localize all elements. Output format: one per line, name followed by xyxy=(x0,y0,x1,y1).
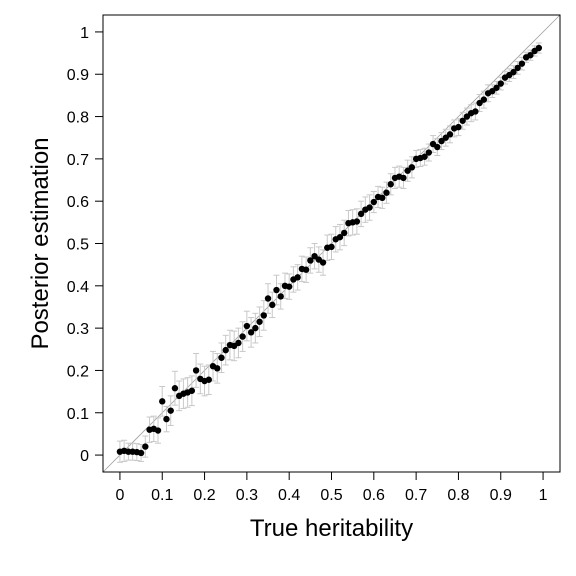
data-point xyxy=(260,312,267,319)
data-point xyxy=(400,174,407,182)
y-axis: 0 0.1 0.2 0.3 0.4 0.5 0.6 0.7 0.8 0.9 1 xyxy=(67,25,104,465)
data-point xyxy=(493,84,500,91)
y-tick-label: 0.1 xyxy=(67,406,89,423)
x-tick-label: 0.9 xyxy=(490,487,512,504)
data-point xyxy=(379,194,386,201)
data-point xyxy=(235,339,242,347)
data-point xyxy=(214,365,221,372)
data-point xyxy=(408,164,416,171)
x-tick-label: 0.1 xyxy=(151,487,173,504)
data-point-layer xyxy=(116,44,543,457)
data-point xyxy=(455,123,462,131)
data-point xyxy=(527,51,534,59)
data-point xyxy=(159,398,166,405)
x-tick-label: 0.2 xyxy=(193,487,215,504)
y-tick-label: 1 xyxy=(80,25,89,42)
data-point xyxy=(239,333,246,340)
data-point xyxy=(518,60,526,67)
x-tick-label: 0.5 xyxy=(320,487,342,504)
data-point xyxy=(459,117,466,124)
data-point xyxy=(421,153,428,160)
data-point xyxy=(273,286,280,294)
data-point xyxy=(446,131,454,138)
x-axis: 0 0.1 0.2 0.3 0.4 0.5 0.6 0.7 0.8 0.9 1 xyxy=(115,471,548,504)
data-point xyxy=(252,324,259,332)
data-point xyxy=(188,387,196,394)
data-point xyxy=(387,181,394,188)
data-point xyxy=(340,229,348,237)
y-tick-label: 0.4 xyxy=(67,279,89,296)
y-tick-label: 0.7 xyxy=(67,152,89,169)
data-point xyxy=(514,64,521,72)
y-tick-label: 0 xyxy=(80,448,89,465)
y-tick-label: 0.3 xyxy=(67,321,89,338)
data-point xyxy=(383,189,390,196)
data-point xyxy=(269,301,276,309)
data-point xyxy=(328,243,335,251)
x-tick-label: 0.6 xyxy=(363,487,385,504)
data-point xyxy=(472,108,479,115)
data-point xyxy=(434,143,441,151)
data-point xyxy=(264,295,272,302)
data-point xyxy=(192,367,200,374)
data-point xyxy=(154,427,162,434)
data-point xyxy=(285,283,293,290)
data-point xyxy=(243,322,251,330)
data-point xyxy=(171,385,179,392)
data-point xyxy=(336,233,344,241)
y-tick-label: 0.5 xyxy=(67,237,89,254)
x-tick-label: 0.4 xyxy=(278,487,300,504)
y-tick-label: 0.6 xyxy=(67,194,89,211)
data-point xyxy=(256,318,263,325)
data-point xyxy=(167,407,174,414)
data-point xyxy=(510,68,517,76)
y-tick-label: 0.8 xyxy=(67,110,89,127)
data-point xyxy=(218,354,225,361)
data-point xyxy=(137,449,145,457)
y-tick-label: 0.9 xyxy=(67,67,89,84)
y-axis-title: Posterior estimation xyxy=(27,137,54,349)
data-point xyxy=(535,44,543,52)
data-point xyxy=(357,210,365,218)
data-point xyxy=(370,198,378,206)
data-point xyxy=(366,204,373,211)
x-tick-label: 1 xyxy=(539,487,548,504)
data-point xyxy=(222,346,229,354)
data-point xyxy=(142,443,149,450)
data-point xyxy=(277,293,284,300)
y-tick-label: 0.2 xyxy=(67,363,89,380)
x-tick-label: 0 xyxy=(115,487,124,504)
data-point xyxy=(425,149,433,156)
data-point xyxy=(205,376,212,383)
data-point xyxy=(247,329,255,336)
x-tick-label: 0.3 xyxy=(236,487,258,504)
data-point xyxy=(497,80,504,87)
data-point xyxy=(480,96,488,103)
data-point xyxy=(307,257,314,264)
data-point xyxy=(294,274,301,281)
data-point xyxy=(353,218,361,225)
data-point xyxy=(163,415,170,423)
data-point xyxy=(319,259,327,266)
x-tick-label: 0.7 xyxy=(405,487,427,504)
x-axis-title: True heritability xyxy=(250,515,413,542)
data-point xyxy=(302,266,310,273)
x-tick-label: 0.8 xyxy=(447,487,469,504)
